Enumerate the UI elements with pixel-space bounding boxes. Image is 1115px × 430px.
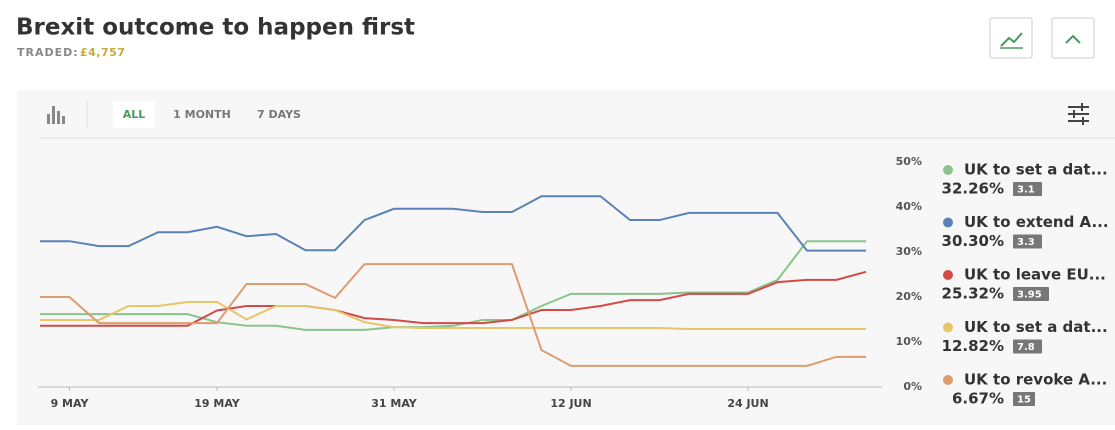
page-title: Brexit outcome to happen first: [16, 15, 415, 41]
series-line: [40, 195, 866, 252]
odds-badge: [1013, 339, 1042, 354]
bar-chart-icon[interactable]: [47, 106, 65, 124]
chart-toggle-button[interactable]: [989, 17, 1033, 59]
odds-badge: [1013, 234, 1042, 249]
legend-name: UK to set a dat...: [964, 318, 1108, 336]
odds-label: 3.1: [1017, 185, 1035, 196]
y-tick-label: 30%: [896, 245, 922, 258]
odds-badge: [1013, 392, 1035, 406]
legend-name: UK to revoke A...: [964, 371, 1107, 389]
legend-percent: 30.30%: [942, 232, 1004, 250]
legend-name: UK to leave EU...: [964, 266, 1106, 284]
y-tick-label: 0%: [903, 380, 922, 393]
y-tick-label: 40%: [896, 200, 922, 213]
x-tick-label: 31 MAY: [371, 397, 418, 410]
series-line: [40, 300, 866, 330]
y-tick-label: 50%: [896, 155, 922, 168]
legend-dot: [943, 165, 953, 175]
traded-label: TRADED:: [17, 46, 79, 59]
x-tick-label: 12 JUN: [550, 397, 591, 410]
x-tick-label: 24 JUN: [727, 397, 768, 410]
series-line: [40, 263, 866, 367]
legend-name: UK to extend A...: [964, 213, 1109, 231]
legend-dot: [943, 375, 953, 385]
legend-dot: [943, 270, 953, 280]
legend-percent: 25.32%: [942, 285, 1004, 303]
legend-dot: [943, 322, 953, 333]
odds-badge: [1013, 182, 1042, 196]
range-tab[interactable]: 7 DAYS: [257, 108, 301, 121]
range-tab[interactable]: 1 MONTH: [173, 108, 231, 121]
range-tab-bg: [113, 101, 155, 128]
range-tab[interactable]: ALL: [123, 108, 146, 121]
y-tick-label: 10%: [896, 335, 922, 348]
settings-icon[interactable]: [1068, 103, 1089, 125]
series-line: [40, 240, 866, 331]
odds-label: 3.95: [1017, 290, 1042, 301]
x-tick-label: 9 MAY: [51, 397, 90, 410]
legend-name: UK to set a dat...: [964, 161, 1108, 179]
chart-panel: [17, 90, 1115, 425]
collapse-button[interactable]: [1051, 17, 1095, 59]
odds-label: 3.3: [1017, 237, 1035, 248]
y-tick-label: 20%: [896, 290, 922, 303]
legend-percent: 32.26%: [942, 180, 1004, 198]
legend-percent: 12.82%: [942, 337, 1004, 355]
odds-label: 7.8: [1017, 342, 1035, 353]
legend-percent: 6.67%: [952, 390, 1004, 408]
x-tick-label: 19 MAY: [194, 397, 241, 410]
legend-dot: [943, 217, 953, 228]
traded-value: £4,757: [80, 46, 125, 59]
odds-badge: [1013, 287, 1049, 301]
series-line: [40, 270, 867, 327]
odds-label: 15: [1017, 395, 1031, 406]
